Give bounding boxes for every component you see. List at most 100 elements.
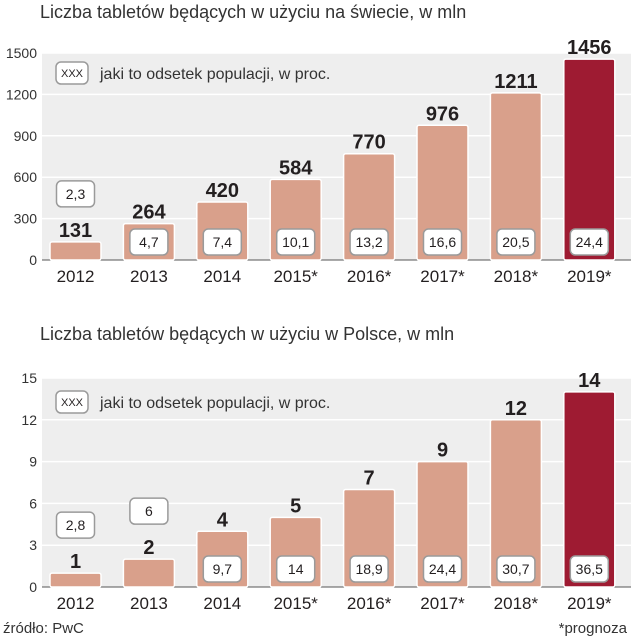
bar-value-label: 584 [279,157,313,179]
y-tick-label: 1500 [6,45,37,61]
chart-title: Liczba tabletów będących w użyciu w Pols… [40,324,455,344]
bar [122,558,176,588]
percent-label: 30,7 [502,561,529,577]
percent-label-box [202,555,243,583]
y-tick-label: 6 [29,495,37,511]
y-tick-label: 600 [14,169,38,185]
x-tick-label: 2013 [130,594,168,613]
legend-box-text: XXX [61,397,84,409]
percent-label: 6 [145,503,153,519]
x-tick-label: 2016* [347,267,392,286]
bar-value-label: 976 [426,103,459,125]
bar [563,391,616,588]
percent-label-box [422,555,463,583]
legend-label: jaki to odsetek populacji, w proc. [99,66,330,83]
percent-label-box [55,180,96,208]
x-tick-label: 2015* [273,267,318,286]
percent-label-box [349,555,389,583]
x-tick-label: 2019* [567,267,612,286]
x-tick-label: 2014 [203,594,241,613]
percent-label-box [202,228,243,256]
forecast-note: *prognoza [558,620,627,637]
bar [416,124,469,261]
percent-label: 16,6 [429,234,456,250]
y-tick-label: 15 [21,370,37,386]
percent-label-box [275,228,316,256]
percent-label-box [349,228,389,256]
x-tick-label: 2014 [203,267,241,286]
percent-label: 14 [288,561,304,577]
x-tick-label: 2012 [57,267,95,286]
source-note: źródło: PwC [3,620,84,637]
chart-world: Liczba tabletów będących w użyciu na świ… [0,0,631,295]
bar-value-label: 2 [143,537,154,559]
bar [49,241,102,261]
bar-value-label: 12 [505,398,527,420]
percent-label: 2,8 [66,517,86,533]
percent-label: 2,3 [66,186,86,202]
x-tick-label: 2013 [130,267,168,286]
percent-label-box [129,497,169,525]
x-tick-label: 2017* [420,267,465,286]
bar [489,419,543,588]
percent-label: 10,1 [282,234,309,250]
bar [49,572,102,588]
percent-label: 4,7 [139,234,159,250]
percent-label: 9,7 [213,561,233,577]
bar-value-label: 9 [437,440,448,462]
percent-label: 7,4 [213,234,233,250]
y-tick-label: 0 [29,579,37,595]
y-tick-label: 9 [29,454,37,470]
bar-value-label: 1 [70,551,81,573]
percent-label-box [275,555,316,583]
bar-value-label: 1211 [494,71,537,93]
y-tick-label: 12 [21,412,37,428]
bar-value-label: 420 [206,180,239,202]
y-tick-label: 0 [29,252,37,268]
percent-label: 24,4 [429,561,456,577]
chart-title: Liczba tabletów będących w użyciu na świ… [40,2,467,22]
percent-label-box [129,228,169,256]
legend-box [55,390,89,414]
bar-value-label: 1456 [567,37,612,59]
chart-poland: Liczba tabletów będących w użyciu w Pols… [0,322,631,618]
bar-value-label: 264 [132,202,166,224]
legend: XXX jaki to odsetek populacji, w proc. [55,61,330,85]
bar-value-label: 131 [59,220,92,242]
x-tick-label: 2017* [420,594,465,613]
x-tick-label: 2019* [567,594,612,613]
legend-label: jaki to odsetek populacji, w proc. [99,395,330,412]
bar-value-label: 7 [364,467,375,489]
y-tick-label: 3 [29,537,37,553]
legend: XXX jaki to odsetek populacji, w proc. [55,390,330,414]
percent-label-box [496,228,536,256]
bar-value-label: 4 [217,509,229,531]
y-tick-label: 300 [14,211,38,227]
bar-value-label: 5 [290,495,301,517]
x-tick-label: 2018* [494,594,539,613]
percent-label: 18,9 [355,561,382,577]
x-tick-label: 2015* [273,594,318,613]
bar-value-label: 770 [352,132,385,154]
percent-label-box [496,555,536,583]
percent-label: 24,4 [576,234,603,250]
chart-world-plot: 1500 1200 900 600 300 0 XXX jaki to odsetek pop… [6,37,631,286]
x-tick-label: 2016* [347,594,392,613]
legend-box [55,61,89,85]
percent-label: 36,5 [576,561,603,577]
bar [489,92,543,261]
percent-label: 20,5 [502,234,529,250]
legend-box-text: XXX [61,68,84,80]
x-tick-label: 2012 [57,594,95,613]
percent-label-box [569,555,610,583]
bar-value-label: 14 [578,370,601,392]
x-tick-label: 2018* [494,267,539,286]
bar [563,58,616,261]
percent-label-box [55,511,96,539]
percent-label-box [569,228,610,256]
percent-label: 13,2 [355,234,382,250]
percent-label-box [422,228,463,256]
y-tick-label: 900 [14,128,38,144]
y-tick-label: 1200 [6,86,37,102]
